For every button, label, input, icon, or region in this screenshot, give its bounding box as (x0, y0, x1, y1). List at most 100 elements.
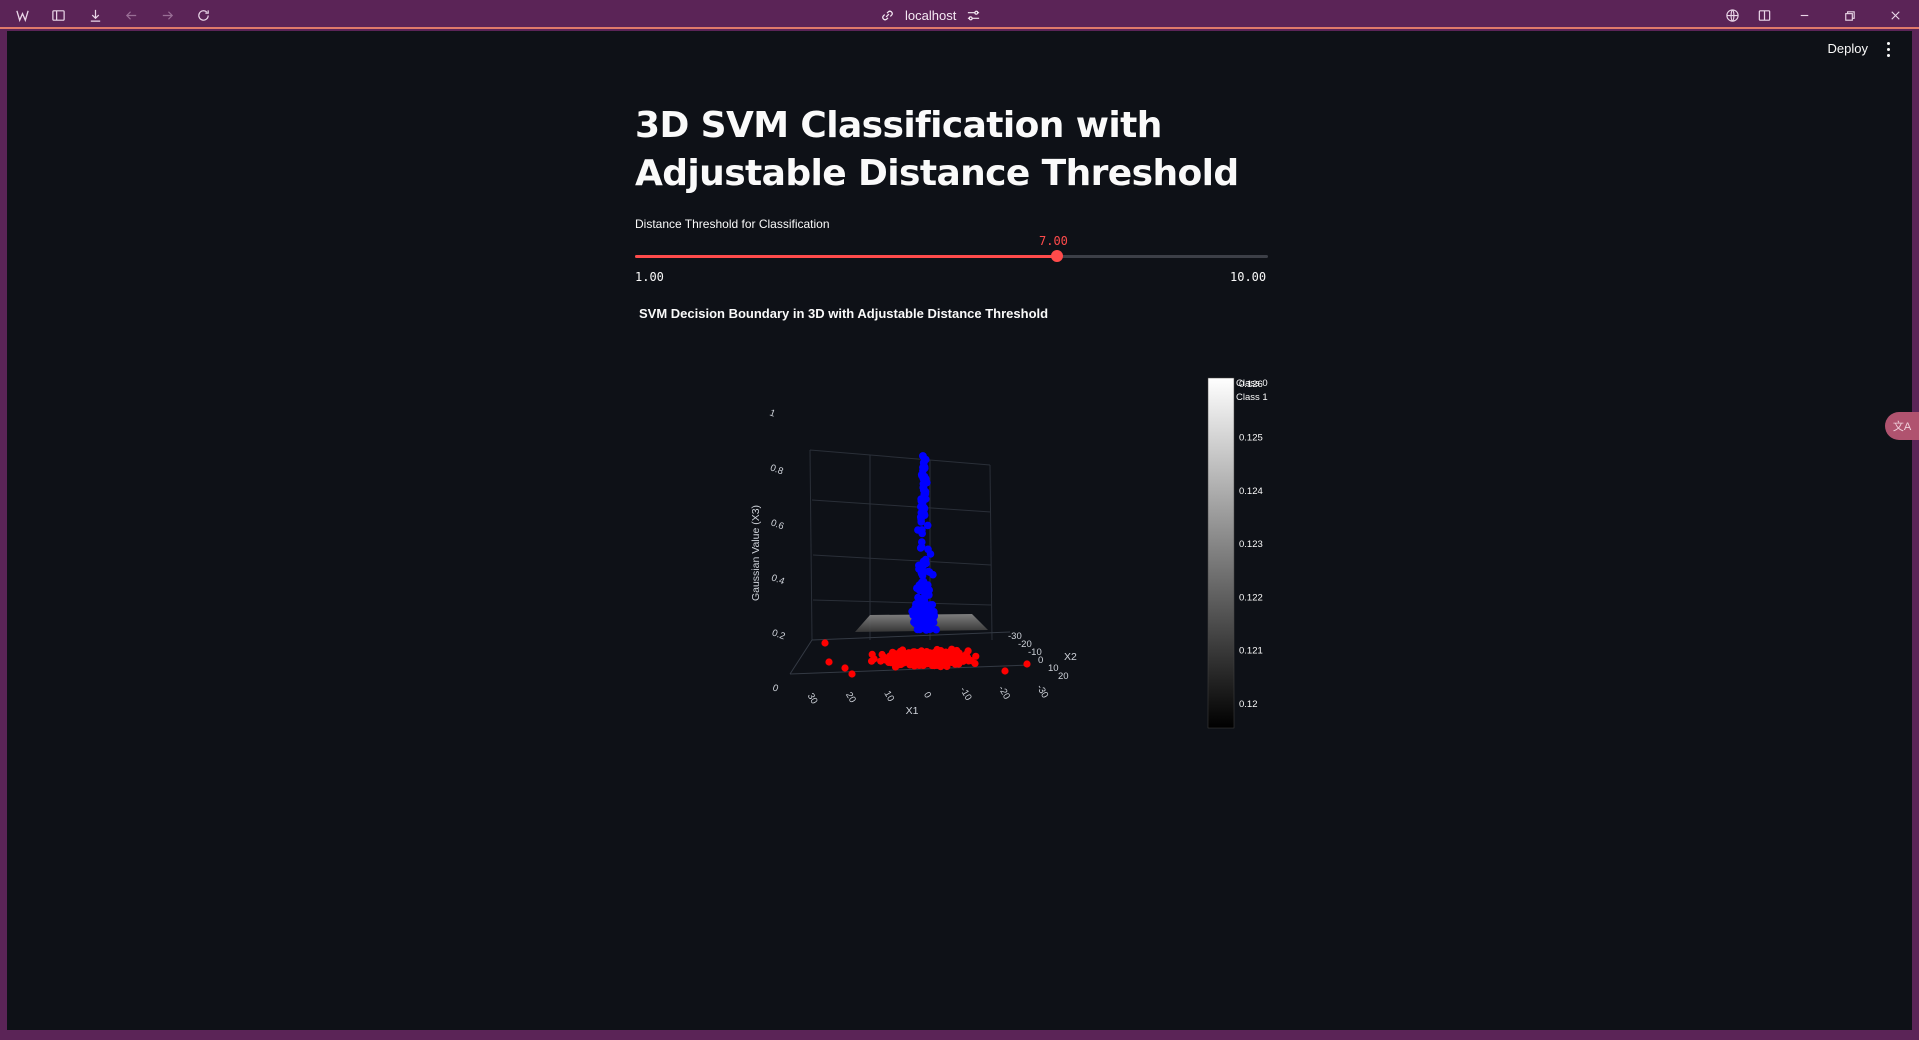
slider-thumb[interactable] (1051, 250, 1063, 262)
restore-icon[interactable] (1838, 4, 1860, 26)
class-1-point (928, 601, 937, 609)
slider-fill (635, 255, 1057, 258)
class-0-point (889, 658, 897, 667)
close-icon[interactable] (1884, 4, 1906, 26)
z-tick-label: 0.4 (770, 572, 786, 587)
class-0-point (841, 664, 849, 672)
x-axis-label: X1 (906, 705, 919, 717)
z-axis-label: Gaussian Value (X3) (750, 505, 762, 601)
class-1-point (917, 518, 925, 526)
threshold-slider[interactable] (635, 250, 1268, 262)
browser-toolbar: localhost (0, 0, 1919, 29)
forward-arrow-icon[interactable] (156, 4, 178, 26)
class-0-point (954, 655, 962, 663)
y-tick-label: 0 (1038, 655, 1043, 666)
y-tick-label: 20 (1058, 671, 1069, 682)
y-tick-label: -10 (1028, 647, 1042, 658)
minimize-icon[interactable] (1793, 4, 1815, 26)
class-1-point (925, 568, 934, 576)
class-0-point (870, 655, 878, 663)
app-frame: Deploy (7, 31, 1912, 1030)
class-0-point (964, 647, 972, 655)
z-tick-label: 1 (768, 407, 777, 419)
class-0-point (848, 670, 856, 678)
site-settings-icon[interactable] (966, 8, 981, 23)
class-1-point (921, 558, 929, 566)
slider-max: 10.00 (1230, 270, 1267, 284)
scene-grid (809, 449, 993, 641)
deploy-button[interactable]: Deploy (1827, 41, 1868, 56)
x-tick-label: -10 (957, 685, 973, 702)
class-0-point (1023, 660, 1031, 668)
class-1-point (915, 561, 923, 570)
scene-floor (789, 631, 1031, 675)
class-0-point (929, 651, 938, 659)
class-1-point (913, 625, 922, 634)
globe-icon[interactable] (1721, 4, 1743, 26)
main-menu-icon[interactable] (1880, 40, 1896, 58)
legend-item[interactable]: Class 0 (1236, 378, 1268, 389)
class-1-point (908, 607, 916, 616)
class-0-point (939, 659, 947, 667)
colorbar-tick-label: 0.12 (1239, 699, 1258, 710)
colorbar-tick-label: 0.124 (1239, 486, 1263, 497)
class-1-point (932, 625, 940, 634)
class-1-point (918, 526, 926, 534)
colorbar-tick-label: 0.121 (1239, 646, 1263, 657)
y-axis-label: X2 (1064, 651, 1077, 663)
class-1-point (919, 616, 928, 625)
x-tick-label: 30 (805, 691, 820, 706)
chart-title: SVM Decision Boundary in 3D with Adjusta… (639, 306, 1049, 321)
class-0-point (923, 654, 931, 662)
class-0-point (896, 647, 905, 656)
class-1-point (928, 609, 937, 618)
slider-label: Distance Threshold for Classification (635, 217, 830, 231)
reload-icon[interactable] (192, 4, 214, 26)
z-tick-label: 0.2 (770, 627, 786, 642)
class-1-points (908, 452, 940, 634)
class-0-point (907, 651, 915, 659)
slider-min: 1.00 (635, 270, 664, 284)
x-tick-label: 0 (921, 690, 933, 700)
colorbar (1207, 377, 1235, 729)
class-1-point (917, 569, 926, 578)
z-tick-label: 0.6 (769, 517, 785, 532)
slider-current-value: 7.00 (1039, 234, 1068, 248)
class-1-point (914, 593, 922, 602)
class-1-point (926, 550, 935, 558)
class-0-point (918, 658, 926, 667)
x-tick-label: -20 (996, 684, 1012, 701)
class-0-point (821, 639, 829, 647)
class-1-point (925, 586, 933, 594)
class-1-point (921, 490, 930, 499)
y-tick-label: -20 (1018, 639, 1032, 650)
y-tick-label: -30 (1008, 631, 1022, 642)
address-bar[interactable]: localhost (880, 4, 981, 26)
class-0-point (898, 656, 906, 664)
z-tick-label: 0 (771, 682, 780, 694)
browser-logo-icon[interactable] (11, 4, 33, 26)
y-tick-label: 10 (1048, 663, 1059, 674)
class-0-point (917, 653, 925, 661)
split-view-icon[interactable] (1753, 4, 1775, 26)
translate-icon[interactable]: 文A (1885, 412, 1919, 440)
class-1-point (920, 503, 928, 512)
class-0-point (881, 656, 889, 664)
class-0-point (972, 652, 980, 660)
download-icon[interactable] (84, 4, 106, 26)
class-0-point (825, 658, 833, 666)
class-0-point (1001, 667, 1009, 675)
colorbar-tick-label: 0.125 (1239, 433, 1263, 444)
z-tick-label: 0.8 (769, 462, 785, 477)
colorbar-tick-label: 0.123 (1239, 539, 1263, 550)
x-tick-label: 10 (881, 689, 896, 704)
class-0-point (911, 660, 919, 668)
scene (789, 449, 1031, 678)
legend-item[interactable]: Class 1 (1236, 392, 1268, 403)
sidebar-toggle-icon[interactable] (47, 4, 69, 26)
colorbar-tick-label: 0.126 (1239, 379, 1263, 390)
class-1-point (916, 544, 925, 552)
class-0-point (965, 657, 973, 665)
back-arrow-icon[interactable] (120, 4, 142, 26)
